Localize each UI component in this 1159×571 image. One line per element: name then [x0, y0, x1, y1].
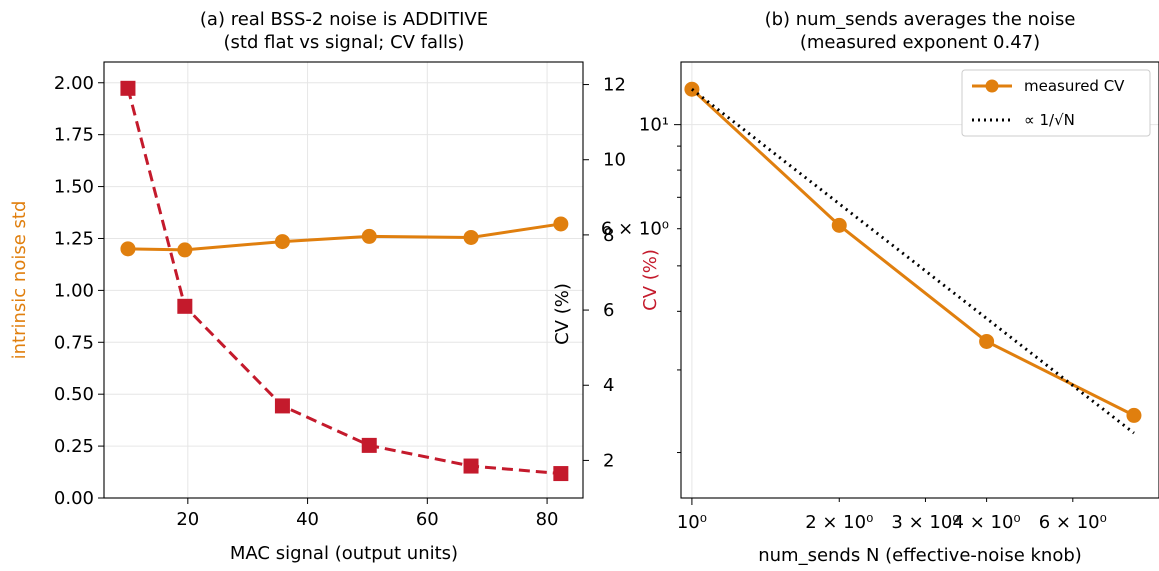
- panel-b-title-line1: (b) num_sends averages the noise: [765, 9, 1076, 30]
- panel-a-x-tick-label: 40: [296, 509, 319, 530]
- panel-a-series-1-point: [120, 241, 136, 257]
- panel-b-plot-frame: [680, 61, 1159, 499]
- panel-a-right-y-tick-label: 10: [603, 150, 626, 171]
- panel-a-left-y-tick-label: 1.25: [54, 228, 94, 249]
- panel-b-x-tick-label: 3 × 10⁰: [891, 512, 959, 533]
- panel-b-series: [684, 81, 1142, 435]
- panel-a-left-y-tick-label: 0.50: [54, 384, 94, 405]
- panel-a-series-2-line: [126, 87, 561, 476]
- panel-b-series-1-point: [979, 333, 995, 349]
- panel-b-legend: measured CV ∝ 1/√N: [961, 69, 1151, 137]
- legend-label-reference: ∝ 1/√N: [1024, 111, 1075, 129]
- panel-b-y-tick-label: 10¹: [639, 115, 669, 136]
- panel-a-series-1-point: [553, 216, 569, 232]
- panel-b-x-tick-label: 2 × 10⁰: [805, 512, 873, 533]
- panel-a-right-y-tick-label: 6: [603, 300, 614, 321]
- panel-b-series-1-point: [831, 217, 847, 233]
- panel-b-series-1-line: [690, 88, 1135, 417]
- panel-b-series-1-point: [1126, 407, 1142, 423]
- panel-a-left-y-tick-label: 2.00: [54, 73, 94, 94]
- panel-a-left-y-tick-label: 1.00: [54, 280, 94, 301]
- panel-a-left-y-tick-label: 1.50: [54, 177, 94, 198]
- panel-a-left-y-tick-label: 0.25: [54, 436, 94, 457]
- panel-a-series-2-point: [274, 398, 290, 414]
- panel-a-left-y-tick-label: 0.75: [54, 332, 94, 353]
- panel-b-x-tick-label: 10⁰: [677, 512, 707, 533]
- panel-a-plot-frame: [103, 61, 584, 499]
- panel-b-x-axis-label: num_sends N (effective-noise knob): [758, 545, 1082, 566]
- panel-a-series-1-point: [361, 228, 377, 244]
- panel-b: (b) num_sends averages the noise (measur…: [552, 9, 1159, 566]
- panel-a-series-1-point: [463, 229, 479, 245]
- panel-a-left-y-axis-label: intrinsic noise std: [9, 201, 30, 360]
- panel-b-y-tick-label: 6 × 10⁰: [601, 219, 669, 240]
- panel-a-ticks: 20 40 60 80 0.00 0.25 0.50 0.75 1.00 1.25 1.50 1.75…: [54, 73, 626, 530]
- panel-a-x-tick-label: 20: [176, 509, 199, 530]
- panel-a-right-y-tick-label: 2: [603, 450, 614, 471]
- panel-a-right-y-tick-label: 4: [603, 375, 614, 396]
- panel-b-series-2-line: [690, 88, 1135, 435]
- panel-a-left-y-tick-label: 1.75: [54, 125, 94, 146]
- panel-a-series-2-point: [463, 458, 479, 474]
- panel-a-title-line1: (a) real BSS-2 noise is ADDITIVE: [200, 9, 488, 30]
- legend-label-measured: measured CV: [1024, 77, 1125, 95]
- panel-a-series-2-point: [120, 80, 136, 96]
- panel-a-series-2-point: [553, 466, 569, 482]
- panel-a-title-line2: (std flat vs signal; CV falls): [224, 32, 465, 53]
- panel-a: (a) real BSS-2 noise is ADDITIVE (std fl…: [9, 9, 661, 564]
- panel-a-x-tick-label: 60: [416, 509, 439, 530]
- panel-b-y-axis-label: CV (%): [552, 283, 573, 345]
- panel-a-left-y-tick-label: 0.00: [54, 488, 94, 509]
- panel-b-x-tick-label: 4 × 10⁰: [953, 512, 1021, 533]
- panel-b-title-line2: (measured exponent 0.47): [800, 32, 1040, 53]
- panel-a-series-2-point: [177, 298, 193, 314]
- panel-a-series-2-point: [361, 437, 377, 453]
- panel-a-x-tick-label: 80: [536, 509, 559, 530]
- panel-a-series-1-point: [274, 234, 290, 250]
- panel-a-series-1-point: [177, 242, 193, 258]
- panel-a-series-1-line: [127, 222, 562, 252]
- panel-a-x-axis-label: MAC signal (output units): [230, 543, 458, 564]
- panel-a-series: [120, 80, 569, 482]
- panel-a-right-y-tick-label: 12: [603, 75, 626, 96]
- legend-marker-measured: [985, 79, 999, 93]
- panel-a-right-y-axis-label: CV (%): [640, 249, 661, 311]
- panel-b-x-tick-label: 6 × 10⁰: [1039, 512, 1107, 533]
- panel-a-right-y-tick-label: 8: [603, 225, 614, 246]
